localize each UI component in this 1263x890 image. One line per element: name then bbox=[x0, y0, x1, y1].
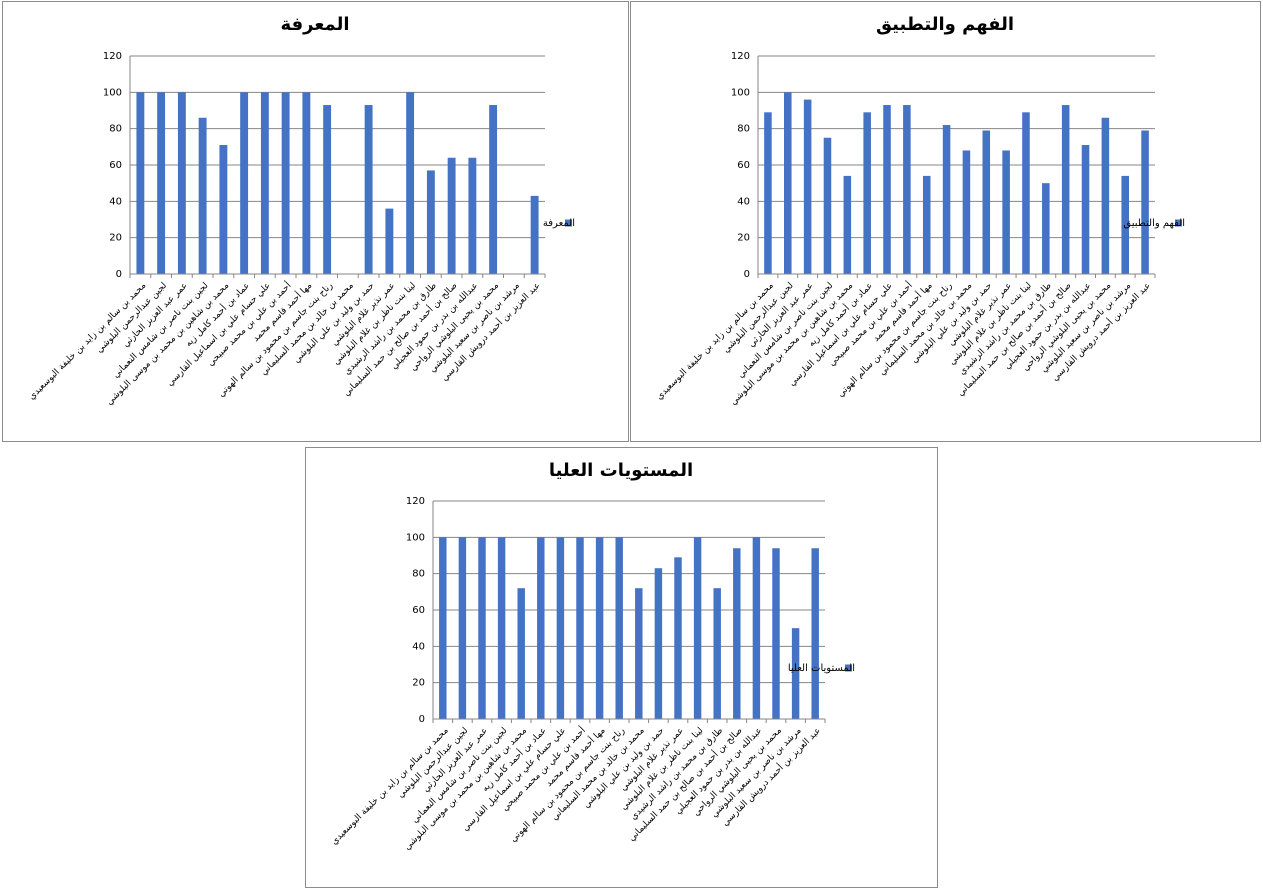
bar bbox=[764, 112, 772, 274]
bar bbox=[595, 537, 604, 719]
y-tick-label: 20 bbox=[412, 678, 425, 689]
bar bbox=[1141, 130, 1149, 274]
legend-swatch bbox=[845, 664, 852, 672]
y-tick-label: 100 bbox=[731, 87, 750, 98]
bar bbox=[811, 548, 819, 719]
bar bbox=[364, 105, 373, 274]
bar bbox=[406, 92, 415, 274]
bar bbox=[489, 105, 498, 274]
legend-swatch bbox=[565, 219, 572, 227]
bar bbox=[281, 92, 290, 274]
y-tick-label: 60 bbox=[412, 605, 425, 616]
y-tick-label: 120 bbox=[731, 51, 750, 62]
bar bbox=[752, 537, 761, 719]
y-tick-label: 60 bbox=[737, 160, 750, 171]
bar bbox=[576, 537, 584, 719]
bar bbox=[517, 588, 525, 719]
chart-title: المعرفة bbox=[280, 14, 349, 35]
bar bbox=[823, 137, 832, 274]
bar bbox=[803, 99, 812, 274]
bar bbox=[556, 537, 565, 719]
bar bbox=[302, 92, 311, 274]
y-tick-label: 20 bbox=[109, 233, 122, 244]
bar bbox=[903, 105, 911, 274]
y-tick-label: 100 bbox=[406, 532, 425, 543]
bar bbox=[177, 92, 186, 274]
y-tick-label: 80 bbox=[737, 124, 750, 135]
legend-label: المستويات العليا bbox=[788, 663, 855, 674]
bar bbox=[426, 170, 435, 274]
bar bbox=[260, 92, 269, 274]
bar bbox=[198, 117, 207, 275]
bar bbox=[791, 628, 800, 719]
bar bbox=[784, 92, 792, 274]
bar bbox=[1022, 112, 1030, 274]
bar bbox=[497, 537, 506, 719]
y-tick-label: 0 bbox=[744, 269, 750, 280]
y-tick-label: 120 bbox=[103, 51, 122, 62]
y-tick-label: 80 bbox=[412, 569, 425, 580]
y-tick-label: 100 bbox=[103, 87, 122, 98]
bar bbox=[982, 130, 991, 274]
y-tick-label: 20 bbox=[737, 233, 750, 244]
y-tick-label: 0 bbox=[116, 269, 122, 280]
bar bbox=[219, 145, 228, 274]
bar bbox=[1081, 145, 1090, 274]
y-tick-label: 120 bbox=[406, 496, 425, 507]
bar bbox=[1121, 175, 1129, 274]
bar bbox=[157, 92, 166, 274]
chart-title: المستويات العليا bbox=[549, 460, 693, 481]
bar bbox=[635, 588, 643, 719]
bar bbox=[1101, 117, 1110, 275]
y-tick-label: 80 bbox=[109, 124, 122, 135]
bar bbox=[922, 175, 931, 274]
bar bbox=[240, 92, 249, 274]
bar bbox=[447, 157, 456, 274]
bar bbox=[385, 208, 394, 274]
bar bbox=[468, 157, 477, 274]
bar bbox=[323, 105, 332, 274]
legend-label: المعرفة bbox=[543, 218, 575, 229]
legend-swatch bbox=[1175, 219, 1182, 227]
bar bbox=[863, 112, 871, 274]
bar bbox=[843, 175, 852, 274]
legend-label: الفهم والتطبيق bbox=[1123, 218, 1185, 229]
bar bbox=[883, 105, 891, 274]
bar bbox=[615, 537, 623, 719]
bar bbox=[693, 537, 702, 719]
y-tick-label: 40 bbox=[109, 196, 122, 207]
y-tick-label: 60 bbox=[109, 160, 122, 171]
bar bbox=[1061, 105, 1070, 274]
bar bbox=[439, 537, 447, 719]
bar bbox=[674, 557, 682, 719]
y-tick-label: 40 bbox=[412, 641, 425, 652]
bar bbox=[478, 537, 486, 719]
bar bbox=[962, 150, 971, 274]
bar bbox=[537, 537, 545, 719]
y-tick-label: 0 bbox=[419, 714, 425, 725]
chart-title: الفهم والتطبيق bbox=[876, 14, 1014, 35]
bar bbox=[654, 568, 663, 719]
bar bbox=[713, 588, 721, 719]
bar bbox=[772, 548, 780, 719]
bar bbox=[1002, 150, 1010, 274]
bar bbox=[733, 548, 741, 719]
bar bbox=[1042, 183, 1050, 274]
panel-border bbox=[2, 1, 629, 442]
bar bbox=[942, 125, 951, 275]
bar bbox=[458, 537, 467, 719]
y-tick-label: 40 bbox=[737, 196, 750, 207]
bar bbox=[136, 92, 145, 274]
bar bbox=[530, 195, 539, 274]
